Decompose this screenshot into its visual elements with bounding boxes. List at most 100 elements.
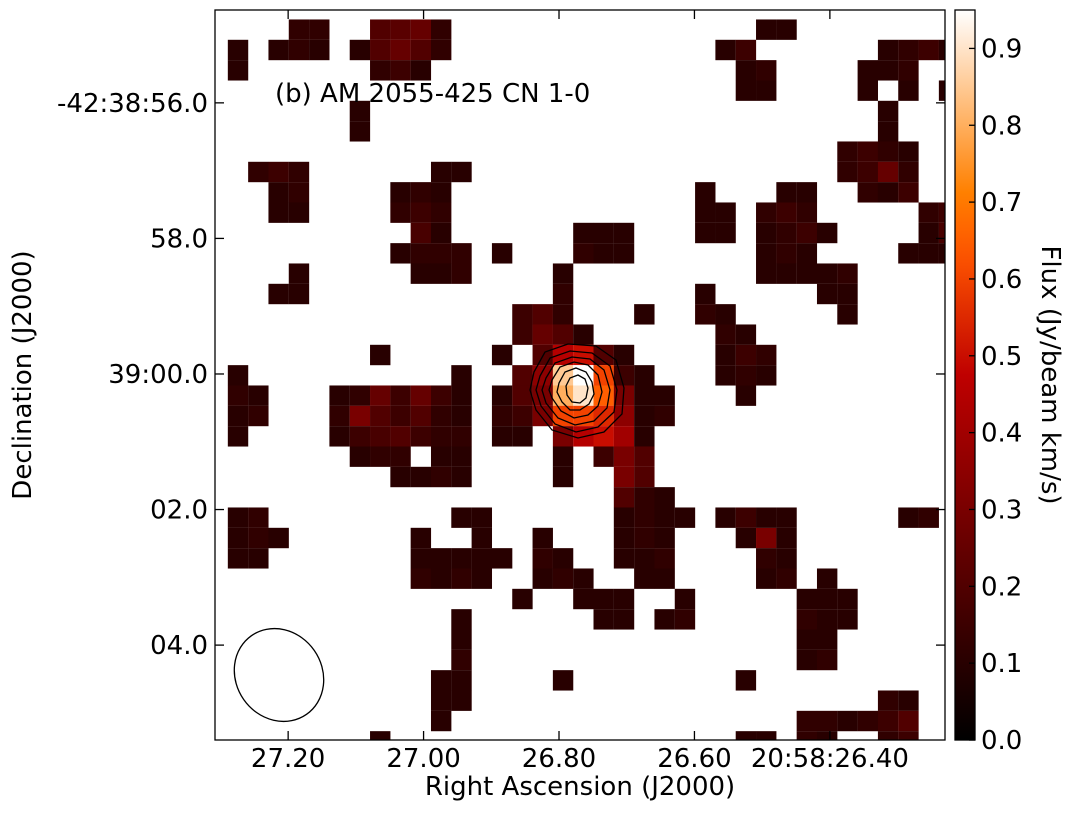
cell [877,161,899,183]
cell [430,161,452,183]
cell [410,243,432,264]
cell [756,365,777,386]
cell [451,263,472,284]
cell [532,527,553,549]
cell [552,324,574,345]
cell [410,202,432,223]
cell [776,568,797,589]
cell [796,609,818,630]
cell [471,548,493,569]
cell [918,507,939,528]
cell [816,710,838,732]
cell [796,588,818,610]
cell [715,202,736,223]
cell [390,39,411,61]
cell [756,19,777,40]
cell [552,670,574,691]
cell [796,629,818,650]
cell [816,731,838,740]
cell [410,527,432,549]
cell [877,39,899,61]
cell [512,588,533,610]
cell [898,710,919,732]
cell [938,80,945,101]
cell [491,548,513,569]
cell [573,568,594,589]
cell [654,527,675,549]
cell [349,121,371,142]
cell [898,507,919,528]
cell [430,426,452,447]
cell [288,283,310,305]
cell [390,385,411,406]
cell [349,446,371,467]
cell [613,527,635,549]
cell [613,365,635,386]
cell [227,405,249,427]
cell [227,60,249,81]
cell [735,39,757,61]
cell [451,385,472,406]
cell [573,344,594,366]
cell [410,182,432,203]
cell [410,426,432,447]
cell [268,182,289,203]
cell [532,568,553,589]
cell [410,568,432,589]
cell [776,527,797,549]
cell [248,385,269,406]
contour [535,350,618,433]
cell [248,405,269,427]
colorbar-tick-label: 0.5 [981,342,1022,372]
axes: 27.20 27.00 26.80 26.60 20:58:26.40 -42:38:56… [57,10,945,774]
cell [390,446,411,467]
cell [634,466,655,488]
cell [593,588,614,610]
cell [227,548,249,569]
cell [877,121,899,142]
cell [918,39,939,61]
cell [735,344,757,366]
cell [451,548,472,569]
cell [370,344,391,366]
cell [288,161,310,183]
cell [613,588,635,610]
cell [573,588,594,610]
cell [776,507,797,528]
cell [370,19,391,40]
colorbar-tick-label: 0.4 [981,419,1022,449]
cell [756,222,777,244]
cell [816,222,838,244]
cell [390,182,411,203]
cell [877,182,899,203]
x-tick-label: 27.20 [251,744,325,774]
cell [634,446,655,467]
beam [233,627,325,723]
cell [309,39,330,61]
cell [512,405,533,427]
cell [816,629,838,650]
x-tick-label: 27.00 [386,744,460,774]
cell [938,222,945,244]
cell [796,649,818,671]
cell [451,649,472,671]
y-tick-label: 02.0 [150,496,208,526]
y-tick-label: 04.0 [150,631,208,661]
cell [390,426,411,447]
cell [613,609,635,630]
cell [715,39,736,61]
cell [634,548,655,569]
cell [268,527,289,549]
cell [390,60,411,81]
cell [227,39,249,61]
cell [451,629,472,650]
colorbar-axis: 0.0 0.1 0.2 0.3 0.4 0.5 0.6 0.7 0.8 0.9 [969,34,1022,756]
cell [491,405,513,427]
cell [857,182,879,203]
cell [248,161,269,183]
cell [573,222,594,244]
y-axis-label: Declination (J2000) [8,250,38,499]
cell [430,466,452,488]
cell [390,202,411,223]
cell [227,365,249,386]
